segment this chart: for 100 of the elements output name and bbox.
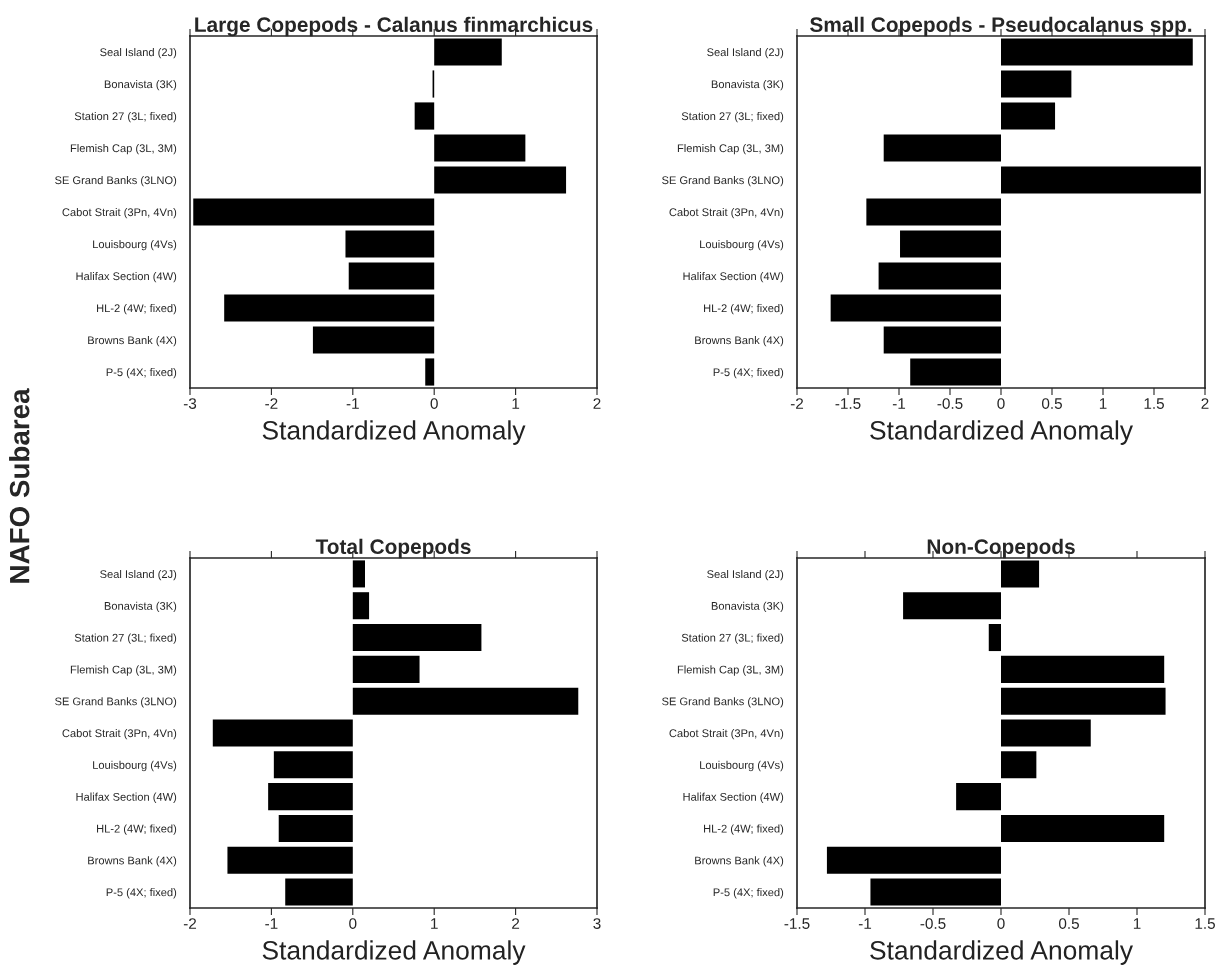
bar xyxy=(434,38,502,66)
bar xyxy=(956,783,1001,811)
x-tick-label: -1.5 xyxy=(835,398,861,409)
y-tick-label: P-5 (4X; fixed) xyxy=(106,888,177,899)
x-tick-label: 3 xyxy=(593,918,601,929)
x-tick-label: -0.5 xyxy=(920,918,946,929)
x-tick-label: 0.5 xyxy=(1041,398,1062,409)
bar xyxy=(348,262,435,290)
chart-title: Large Copepods - Calanus finmarchicus xyxy=(195,16,593,37)
bar xyxy=(1001,560,1040,588)
bar xyxy=(352,655,420,683)
bar xyxy=(434,134,526,162)
bar xyxy=(285,878,353,906)
y-tick-label: SE Grand Banks (3LNO) xyxy=(55,697,177,708)
bar xyxy=(900,230,1001,258)
y-tick-label: Halifax Section (4W) xyxy=(683,271,784,283)
chart-title: Small Copepods - Pseudocalanus spp. xyxy=(810,16,1192,37)
y-tick-label: HL-2 (4W; fixed) xyxy=(97,824,177,835)
x-tick-label: 2 xyxy=(512,918,520,929)
bar xyxy=(883,134,1001,162)
y-tick-label: Bonavista (3K) xyxy=(711,601,784,613)
y-tick-label: Louisbourg (4Vs) xyxy=(700,760,784,772)
bar xyxy=(312,326,435,354)
y-tick-label: Browns Bank (4X) xyxy=(88,335,177,347)
x-tick-label: 0.5 xyxy=(1058,918,1079,929)
bar xyxy=(988,624,1001,652)
x-tick-label: -2 xyxy=(183,918,197,929)
y-tick-label: Flemish Cap (3L, 3M) xyxy=(677,665,784,676)
bar xyxy=(1001,687,1166,715)
bar xyxy=(910,358,1001,386)
x-tick-label: -2 xyxy=(790,398,804,409)
y-tick-label: Flemish Cap (3L, 3M) xyxy=(677,143,784,155)
y-tick-label: HL-2 (4W; fixed) xyxy=(704,303,784,315)
bar xyxy=(866,198,1001,226)
y-tick-label: Cabot Strait (3Pn, 4Vn) xyxy=(669,728,784,740)
bar xyxy=(414,102,435,130)
bar xyxy=(352,560,366,588)
y-tick-label: Browns Bank (4X) xyxy=(88,856,177,867)
x-tick-label: 1.5 xyxy=(1195,918,1215,929)
x-tick-label: 0 xyxy=(997,398,1005,409)
x-tick-label: 1 xyxy=(1099,398,1107,409)
x-tick-label: 2 xyxy=(593,398,601,409)
x-tick-label: -1 xyxy=(858,918,872,929)
y-tick-label: Louisbourg (4Vs) xyxy=(700,239,784,251)
y-tick-label: SE Grand Banks (3LNO) xyxy=(662,697,784,708)
y-tick-label: Seal Island (2J) xyxy=(100,569,177,581)
bar xyxy=(830,294,1001,322)
bar xyxy=(1001,102,1056,130)
bar xyxy=(352,624,482,652)
y-tick-label: Halifax Section (4W) xyxy=(76,792,177,803)
bar xyxy=(278,814,353,842)
y-tick-label: Seal Island (2J) xyxy=(100,47,177,59)
bar xyxy=(870,878,1001,906)
y-tick-label: SE Grand Banks (3LNO) xyxy=(662,175,784,187)
bar xyxy=(1001,814,1165,842)
bar xyxy=(878,262,1001,290)
x-axis-title: Standardized Anomaly xyxy=(870,420,1133,445)
bar xyxy=(903,592,1001,620)
y-axis-title: NAFO Subarea xyxy=(9,388,30,583)
bar xyxy=(345,230,435,258)
bar xyxy=(193,198,435,226)
bar xyxy=(883,326,1001,354)
y-tick-label: Halifax Section (4W) xyxy=(76,271,177,283)
x-tick-label: 0 xyxy=(997,918,1005,929)
y-tick-label: P-5 (4X; fixed) xyxy=(713,367,784,379)
x-tick-label: 1 xyxy=(512,398,520,409)
x-tick-label: 1.5 xyxy=(1144,398,1164,409)
y-tick-label: Flemish Cap (3L, 3M) xyxy=(70,665,177,676)
y-tick-label: Seal Island (2J) xyxy=(707,47,784,59)
bar xyxy=(1001,655,1165,683)
chart-title: Total Copepods xyxy=(315,538,471,559)
x-tick-label: 2 xyxy=(1201,398,1209,409)
bar xyxy=(1001,38,1193,66)
y-tick-label: P-5 (4X; fixed) xyxy=(713,888,784,899)
bar xyxy=(268,783,353,811)
x-tick-label: -1 xyxy=(265,918,278,929)
y-tick-label: Louisbourg (4Vs) xyxy=(93,239,177,251)
x-tick-label: 0 xyxy=(430,398,438,409)
x-tick-label: -1.5 xyxy=(784,918,810,929)
x-axis-title: Standardized Anomaly xyxy=(262,940,526,965)
y-tick-label: Bonavista (3K) xyxy=(104,79,177,91)
x-tick-label: -0.5 xyxy=(937,398,963,409)
bar xyxy=(352,687,579,715)
bar xyxy=(352,592,370,620)
y-tick-label: Cabot Strait (3Pn, 4Vn) xyxy=(62,207,177,219)
y-tick-label: Browns Bank (4X) xyxy=(695,856,784,867)
y-tick-label: Station 27 (3L; fixed) xyxy=(74,111,177,123)
x-tick-label: -1 xyxy=(346,398,359,409)
x-tick-label: -3 xyxy=(183,398,197,409)
x-tick-label: -1 xyxy=(892,398,906,409)
bar xyxy=(1001,719,1091,747)
bar xyxy=(1001,166,1201,194)
bar xyxy=(227,846,353,874)
y-tick-label: P-5 (4X; fixed) xyxy=(106,367,177,379)
x-tick-label: 1 xyxy=(1133,918,1141,929)
y-tick-label: Flemish Cap (3L, 3M) xyxy=(70,143,177,155)
y-tick-label: Station 27 (3L; fixed) xyxy=(74,633,177,644)
x-tick-label: 0 xyxy=(349,918,357,929)
y-tick-label: Bonavista (3K) xyxy=(104,601,177,613)
y-tick-label: Louisbourg (4Vs) xyxy=(93,760,177,772)
